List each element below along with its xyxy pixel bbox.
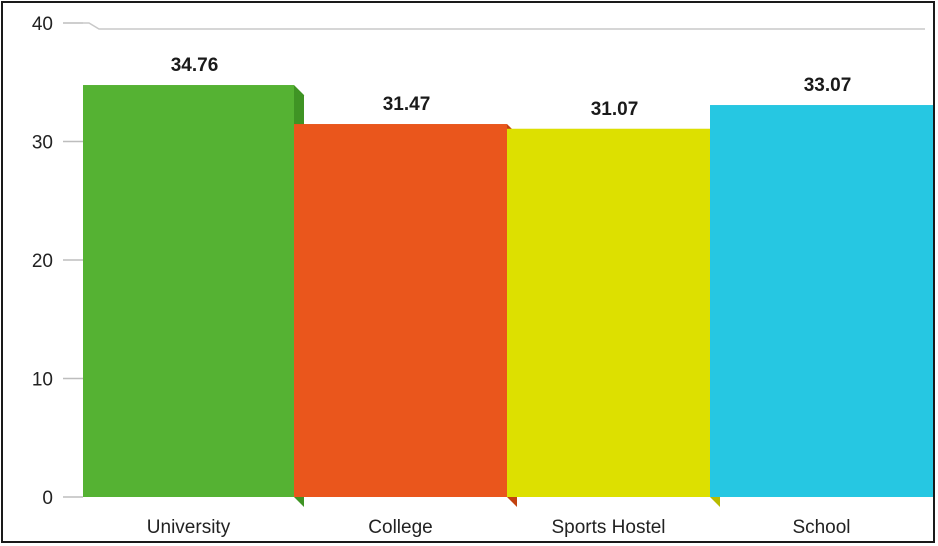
bars [83,85,933,508]
data-label-2: 31.07 [591,99,639,120]
bar-front [294,124,507,497]
y-tick-label-0: 0 [42,488,53,509]
y-tick-label-10: 10 [32,370,53,391]
bar-school [710,105,933,498]
x-label-2: Sports Hostel [551,517,665,538]
data-label-3: 33.07 [804,75,852,96]
y-tick-label-30: 30 [32,133,53,154]
bar-sports-hostel [507,128,720,507]
bar-front [507,128,710,497]
bar-college [294,124,517,507]
bar-front [83,85,294,498]
bar-university [83,85,304,508]
data-label-1: 31.47 [383,94,431,115]
labels: 34.76 University 31.47 College 31.07 Sports H… [147,55,851,538]
x-label-1: College [368,517,432,538]
bar-front [710,105,933,498]
top-axis-line [63,22,925,30]
x-label-3: School [792,517,850,538]
x-label-0: University [147,517,231,538]
y-axis: 0 10 20 30 40 [32,14,925,509]
data-label-0: 34.76 [171,55,219,76]
y-tick-label-40: 40 [32,14,53,35]
y-tick-label-20: 20 [32,251,53,272]
bar-chart: 0 10 20 30 40 34.76 University 31.47 College 31.… [32,14,933,538]
